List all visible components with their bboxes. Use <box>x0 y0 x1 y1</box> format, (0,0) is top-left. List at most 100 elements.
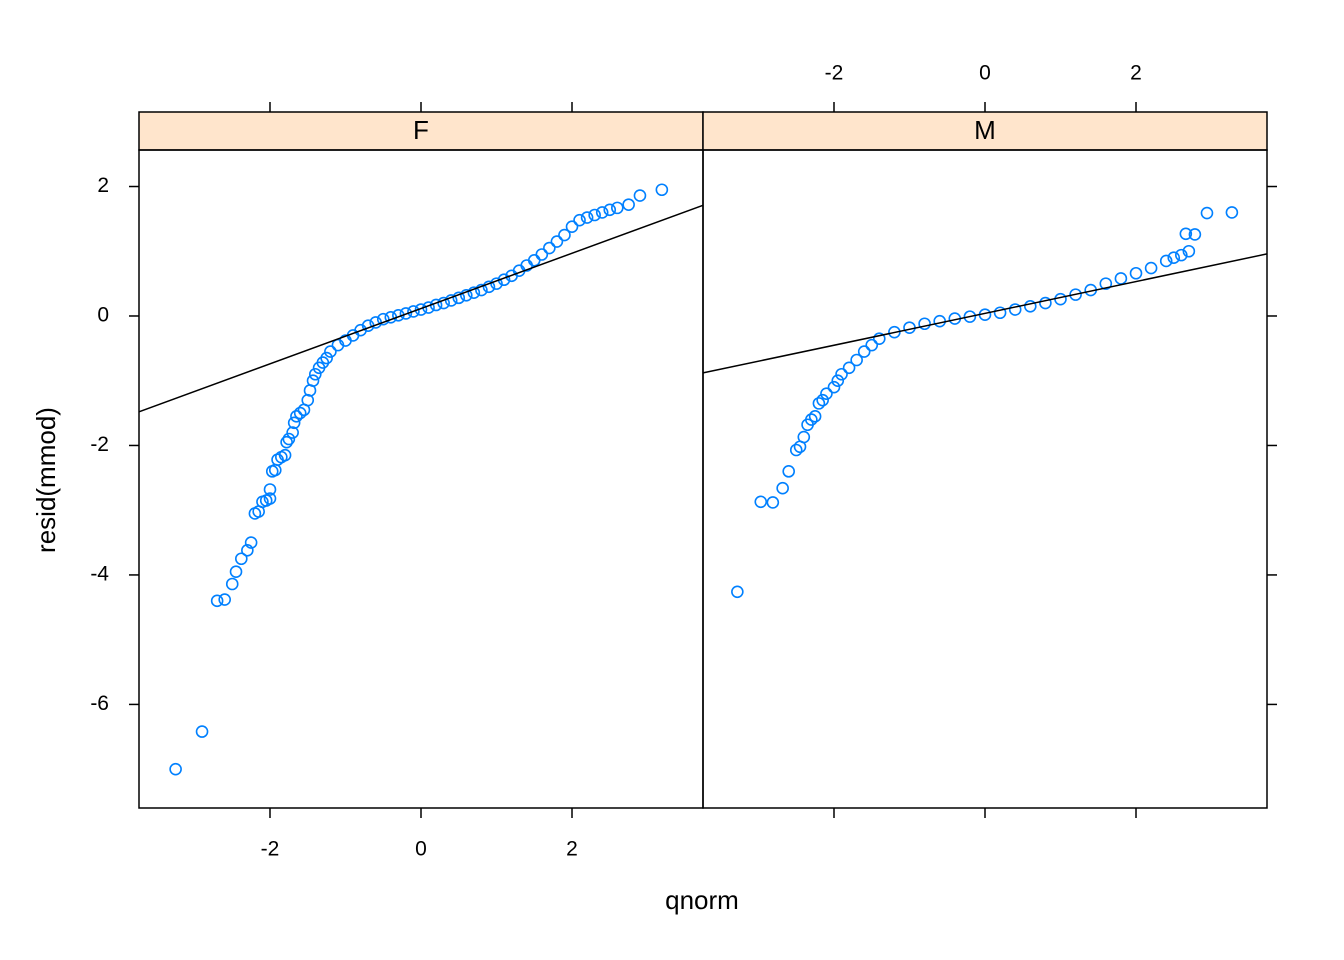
point <box>290 410 303 423</box>
point <box>278 448 292 462</box>
point <box>229 565 243 579</box>
point <box>306 374 320 388</box>
point <box>842 361 856 375</box>
point <box>1159 254 1173 268</box>
point <box>1179 227 1193 241</box>
point <box>789 443 803 457</box>
point <box>1225 206 1239 219</box>
point <box>1144 261 1158 275</box>
point <box>308 367 322 381</box>
point <box>543 241 556 255</box>
point <box>872 332 886 345</box>
point <box>286 426 299 439</box>
x-tick-label: -2 <box>261 838 280 861</box>
point <box>622 198 635 211</box>
point <box>263 483 277 496</box>
point <box>376 312 390 326</box>
y-axis-label: resid(mmod) <box>31 407 61 553</box>
point <box>611 201 624 215</box>
point <box>218 593 231 606</box>
point <box>225 577 239 591</box>
point <box>558 228 571 242</box>
point <box>1054 292 1067 306</box>
strip <box>138 111 704 151</box>
point <box>816 393 829 407</box>
panel <box>138 149 704 809</box>
point <box>603 203 617 217</box>
point <box>903 321 916 334</box>
point <box>805 413 818 426</box>
point <box>535 248 549 261</box>
point <box>782 465 795 478</box>
x-tick-label-top: 2 <box>1130 62 1142 85</box>
x-tick-label: 0 <box>415 838 427 861</box>
x-axis-label: qnorm <box>665 885 739 915</box>
point <box>475 283 488 297</box>
point <box>812 397 826 410</box>
point <box>831 374 845 388</box>
point <box>293 406 307 420</box>
point <box>1008 303 1022 316</box>
point <box>573 213 586 227</box>
y-tick-label: -2 <box>90 433 109 456</box>
point <box>1099 277 1113 290</box>
point <box>776 481 789 495</box>
point <box>460 288 473 302</box>
point <box>287 416 301 430</box>
reference-line <box>702 253 1268 374</box>
point <box>633 189 647 202</box>
point <box>195 725 209 738</box>
point <box>324 345 337 358</box>
y-tick-label: 2 <box>97 174 109 197</box>
y-tick-label: 0 <box>97 304 109 327</box>
point <box>1069 288 1082 301</box>
x-tick-label-top: -2 <box>825 62 844 85</box>
point <box>963 310 977 323</box>
point <box>1114 272 1128 285</box>
point <box>1175 248 1188 262</box>
point <box>280 435 293 449</box>
point <box>595 206 609 219</box>
point <box>808 410 822 423</box>
point <box>865 338 879 352</box>
point <box>655 183 669 197</box>
point <box>244 536 258 549</box>
point <box>414 303 428 316</box>
point <box>467 286 481 299</box>
strip <box>702 111 1268 151</box>
reference-line <box>138 204 704 413</box>
point <box>1188 228 1202 241</box>
point <box>169 762 182 776</box>
point <box>407 305 420 318</box>
point <box>1167 251 1181 265</box>
point <box>282 432 296 446</box>
point <box>1129 266 1143 280</box>
point <box>1039 296 1052 310</box>
point <box>550 235 564 248</box>
point <box>850 353 863 367</box>
point <box>482 280 496 294</box>
panel <box>702 149 1268 809</box>
point <box>993 306 1007 320</box>
point <box>820 387 833 400</box>
strip-label: M <box>974 115 996 145</box>
point <box>1200 206 1214 220</box>
point <box>263 492 277 505</box>
point <box>241 544 254 557</box>
y-tick-label: -4 <box>90 562 109 585</box>
point <box>444 294 458 307</box>
x-tick-label: 2 <box>566 838 578 861</box>
point <box>399 307 413 320</box>
point <box>827 380 841 394</box>
point <box>452 291 466 305</box>
point <box>797 430 811 444</box>
point <box>888 325 901 339</box>
point <box>766 496 780 509</box>
point <box>933 314 946 328</box>
point <box>918 317 931 331</box>
point <box>731 585 744 599</box>
point <box>580 211 594 224</box>
point <box>320 351 333 365</box>
point <box>235 552 248 566</box>
